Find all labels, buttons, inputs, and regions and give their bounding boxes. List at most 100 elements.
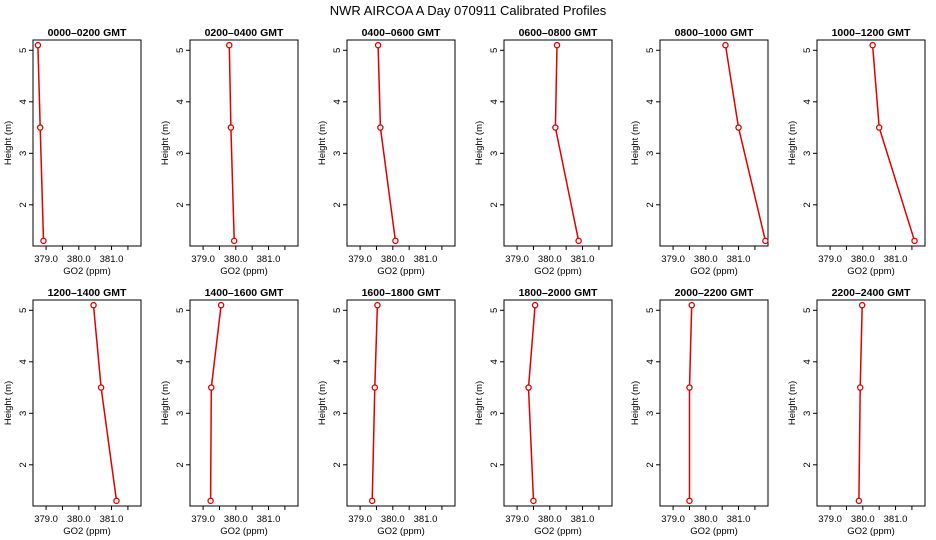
panel-title: 0600–0800 GMT [519, 27, 598, 39]
profile-point [97, 384, 105, 391]
plot-frame [32, 39, 142, 247]
x-tick-label: 380.0 [538, 254, 562, 265]
x-axis-label: GO2 (ppm) [690, 526, 738, 537]
x-tick-label: 380.0 [851, 514, 875, 525]
plot-frame [346, 39, 456, 247]
y-axis-label: Height (m) [474, 381, 485, 425]
x-tick-label: 380.0 [381, 514, 405, 525]
y-tick-label: 4 [18, 359, 29, 364]
y-axis-label: Height (m) [3, 381, 14, 425]
profile-line [37, 45, 45, 241]
y-tick-label: 3 [332, 411, 343, 416]
y-tick-label: 2 [18, 462, 29, 467]
y-tick-label: 5 [489, 48, 500, 53]
panel-title: 0000–0200 GMT [48, 27, 127, 39]
plot-frame [346, 299, 456, 507]
x-tick-label: 380.0 [224, 254, 248, 265]
profile-point [36, 124, 44, 131]
profile-point [392, 237, 399, 245]
x-tick-label: 381.0 [414, 514, 438, 525]
y-axis-label: Height (m) [630, 381, 641, 425]
y-tick-label: 2 [802, 462, 813, 467]
x-tick-label: 379.0 [505, 254, 529, 265]
x-tick-label: 380.0 [538, 514, 562, 525]
x-axis-label: GO2 (ppm) [534, 526, 582, 537]
x-tick-label: 381.0 [257, 514, 281, 525]
x-tick-label: 380.0 [67, 254, 91, 265]
x-tick-label: 381.0 [884, 254, 908, 265]
x-tick-label: 381.0 [100, 254, 124, 265]
x-tick-label: 379.0 [505, 514, 529, 525]
profile-line [209, 305, 222, 501]
y-tick-label: 4 [332, 99, 343, 104]
y-axis-label: Height (m) [160, 381, 171, 425]
y-tick-label: 5 [645, 308, 656, 313]
y-axis-label: Height (m) [317, 381, 328, 425]
profile-panel: 1200–1400 GMT 379.0 380.0 381.0 2 3 4 5 GO2 (ppm… [3, 287, 142, 537]
panel-title: 1400–1600 GMT [205, 287, 284, 299]
y-tick-label: 3 [18, 411, 29, 416]
y-tick-label: 5 [489, 308, 500, 313]
profile-point [552, 124, 559, 131]
y-tick-label: 3 [802, 411, 813, 416]
plot-frame [659, 39, 769, 247]
panel-title: 0800–1000 GMT [675, 27, 754, 39]
x-tick-label: 381.0 [257, 254, 281, 265]
x-tick-label: 379.0 [818, 254, 842, 265]
y-tick-label: 2 [175, 462, 186, 467]
panel-title: 1600–1800 GMT [362, 287, 441, 299]
x-axis-label: GO2 (ppm) [377, 526, 425, 537]
plot-frame [32, 299, 142, 507]
y-tick-label: 2 [332, 462, 343, 467]
profile-point [377, 124, 384, 131]
plot-frame [816, 39, 926, 247]
profile-line [724, 45, 767, 241]
profile-line [228, 45, 235, 241]
profile-panel: 2200–2400 GMT 379.0 380.0 381.0 2 3 4 5 GO2 (ppm… [787, 287, 926, 537]
profile-point [90, 301, 97, 309]
profile-line [554, 45, 580, 241]
y-tick-label: 3 [332, 151, 343, 156]
y-tick-label: 3 [645, 151, 656, 156]
profile-point [735, 124, 742, 131]
profile-point [374, 301, 381, 309]
y-tick-label: 4 [645, 359, 656, 364]
profile-point [722, 41, 729, 49]
profile-point [230, 237, 238, 245]
plot-frame [503, 39, 613, 247]
x-tick-label: 381.0 [571, 514, 595, 525]
figure-title: NWR AIRCOA A Day 070911 Calibrated Profi… [330, 3, 607, 18]
x-axis-label: GO2 (ppm) [847, 266, 895, 277]
x-axis-label: GO2 (ppm) [847, 526, 895, 537]
profile-point [858, 301, 866, 309]
profile-point [34, 41, 42, 49]
profile-point [113, 497, 120, 505]
y-tick-label: 2 [332, 202, 343, 207]
panel-title: 0400–0600 GMT [362, 27, 441, 39]
y-tick-label: 5 [802, 48, 813, 53]
profile-panel: 1600–1800 GMT 379.0 380.0 381.0 2 3 4 5 GO2 (ppm… [317, 287, 456, 537]
panel-title: 2000–2200 GMT [675, 287, 754, 299]
y-tick-label: 2 [645, 462, 656, 467]
x-tick-label: 381.0 [414, 254, 438, 265]
x-tick-label: 379.0 [348, 514, 372, 525]
profile-line [371, 305, 379, 501]
y-tick-label: 4 [18, 99, 29, 104]
panel-title: 1800–2000 GMT [519, 287, 598, 299]
y-axis-label: Height (m) [317, 121, 328, 165]
profile-point [911, 237, 918, 245]
x-tick-label: 381.0 [884, 514, 908, 525]
y-tick-label: 3 [645, 411, 656, 416]
y-tick-label: 5 [802, 308, 813, 313]
profile-line [871, 45, 916, 242]
profile-point [762, 237, 769, 245]
x-tick-label: 381.0 [100, 514, 124, 525]
x-tick-label: 379.0 [191, 254, 215, 265]
x-axis-label: GO2 (ppm) [63, 266, 111, 277]
profile-point [525, 384, 532, 391]
y-tick-label: 3 [18, 151, 29, 156]
x-tick-label: 379.0 [348, 254, 372, 265]
y-axis-label: Height (m) [787, 381, 798, 425]
profile-point [530, 497, 537, 505]
